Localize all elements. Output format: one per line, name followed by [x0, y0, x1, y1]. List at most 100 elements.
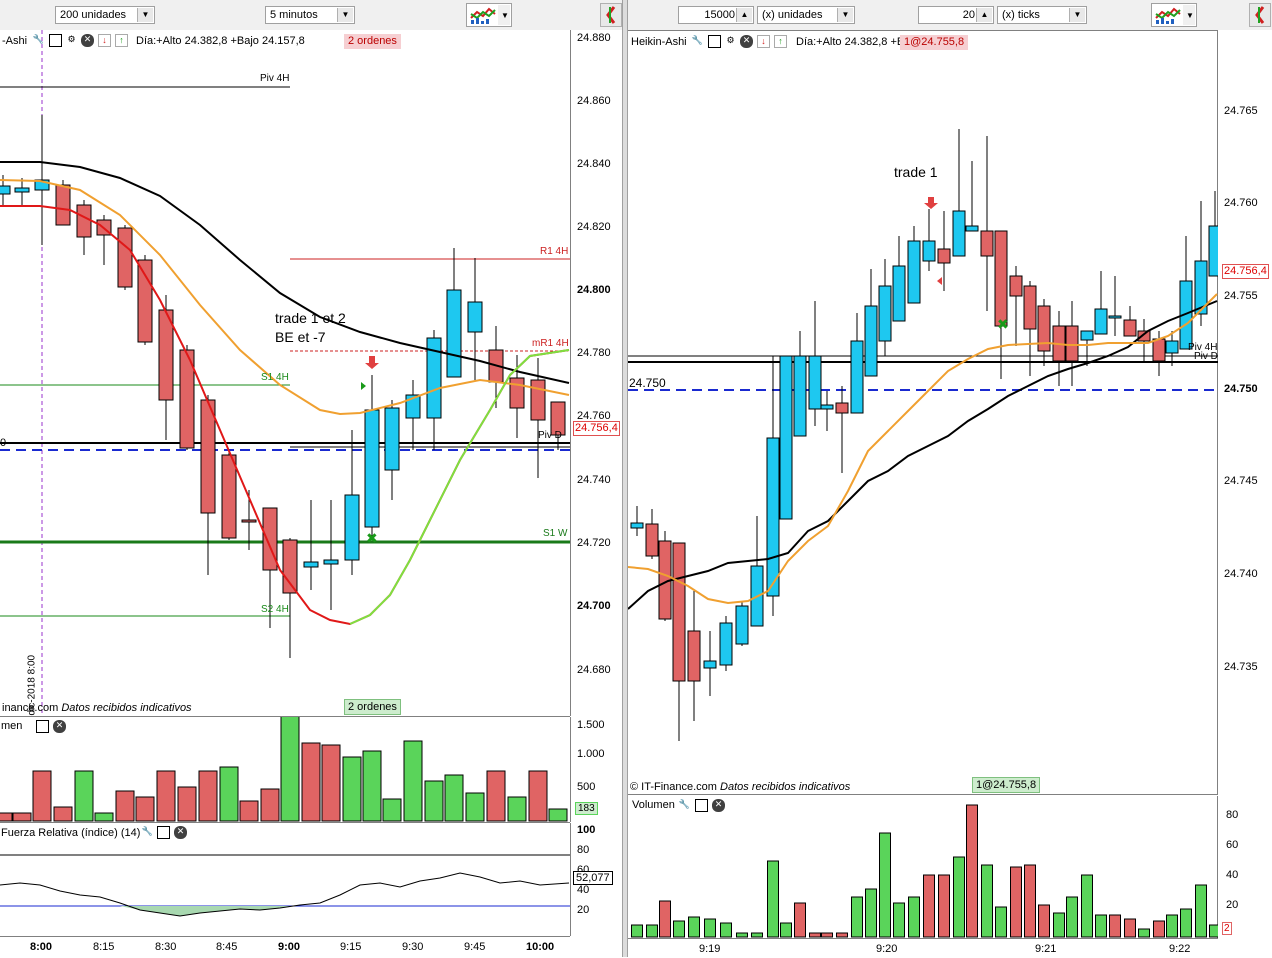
wrench-icon[interactable]: 🔧	[678, 799, 691, 809]
right-price-tick: 24.735	[1224, 661, 1258, 673]
arrow-up-icon[interactable]: ↑	[115, 34, 128, 47]
right-chart-style-button[interactable]: ▼	[1151, 3, 1197, 27]
candle	[779, 355, 793, 520]
gear-icon[interactable]: ⚙	[67, 34, 76, 44]
volume-bar	[32, 770, 52, 822]
left-price-tick: 24.760	[577, 410, 611, 422]
left-rsi-chart[interactable]: Fuerza Relativa (índice) (14) 🔧 ✕	[0, 823, 570, 936]
volume-bar	[301, 742, 321, 822]
right-chart-title: Heikin-Ashi	[631, 36, 687, 48]
left-price-svg: ✖ 0	[0, 30, 570, 716]
level-label-r1-4h: R1 4H	[540, 246, 569, 257]
left-price-chart[interactable]: ✖ 0 -Ashi 🔧 ⚙ ✕ ↓ ↑ Día:+Alto 24.382,8 +…	[0, 30, 570, 717]
volume-bar	[720, 922, 732, 938]
chevron-down-icon: ▼	[137, 8, 153, 22]
close-icon[interactable]: ✕	[712, 799, 725, 812]
left-panel-handle-icon[interactable]	[600, 3, 622, 27]
candle	[1009, 266, 1023, 346]
panel-divider[interactable]	[622, 0, 628, 957]
volume-bar	[659, 900, 671, 938]
maximize-icon[interactable]	[49, 34, 62, 47]
time-tick: 8:00	[30, 941, 53, 953]
right-footer: © IT-Finance.com Datos recibidos indicat…	[630, 781, 850, 793]
maximize-icon[interactable]	[157, 826, 170, 839]
left-price-axis[interactable]: 24.880 24.860 24.840 24.820 24.800 24.780 24.7…	[570, 30, 623, 716]
right-qty-input[interactable]: 15000 ▲	[678, 6, 754, 24]
right-ticks-unit-select[interactable]: (x) ticks ▼	[997, 6, 1087, 24]
arrow-down-icon[interactable]: ↓	[757, 35, 770, 48]
time-tick: 8:30	[155, 941, 177, 953]
stepper-icon[interactable]: ▲	[976, 8, 992, 22]
right-volume-svg	[631, 804, 1218, 938]
arrow-down-icon[interactable]: ↓	[98, 34, 111, 47]
volume-bar	[1195, 884, 1207, 938]
wrench-icon[interactable]: 🔧	[32, 34, 45, 44]
chart-style-icon: ▼	[1155, 5, 1195, 25]
time-tick: 9:15	[340, 941, 362, 953]
left-rsi-svg	[0, 854, 570, 917]
left-volume-tick: 1.500	[577, 719, 605, 731]
volume-bar	[673, 920, 685, 938]
right-volume-chart[interactable]: Volumen 🔧 ✕	[628, 796, 1218, 938]
candle	[303, 500, 319, 590]
left-timeframe-select[interactable]: 5 minutos ▼	[265, 6, 355, 24]
svg-text:0: 0	[0, 437, 6, 449]
close-icon[interactable]: ✕	[740, 35, 753, 48]
candle	[14, 178, 30, 205]
level-label-s2-4h: S2 4H	[261, 604, 289, 615]
wrench-icon[interactable]: 🔧	[691, 35, 704, 45]
left-volume-tick: 1.000	[577, 748, 605, 760]
left-chart-style-button[interactable]: ▼	[466, 3, 512, 27]
right-candles	[630, 129, 1218, 741]
chevron-down-icon: ▼	[837, 8, 853, 22]
arrow-up-icon[interactable]: ↑	[774, 35, 787, 48]
right-price-tick: 24.755	[1224, 290, 1258, 302]
time-tick: 9:21	[1035, 943, 1057, 955]
right-price-svg: ✖	[628, 129, 1218, 741]
close-icon[interactable]: ✕	[174, 826, 187, 839]
volume-bar	[966, 804, 978, 938]
trade-annotation-line2: BE et -7	[275, 329, 326, 345]
chevron-down-icon: ▼	[337, 8, 353, 22]
right-price-tick: 24.760	[1224, 197, 1258, 209]
stepper-icon[interactable]: ▲	[736, 8, 752, 22]
right-qty-unit-select[interactable]: (x) unidades ▼	[757, 6, 855, 24]
gear-icon[interactable]: ⚙	[726, 35, 735, 45]
right-price-chart[interactable]: ✖ Heikin-Ashi 🔧 ⚙ ✕ ↓ ↑ Día:+Alto 24.382…	[628, 30, 1218, 795]
volume-bar	[646, 924, 658, 938]
candle	[1094, 271, 1108, 335]
candle	[719, 616, 733, 671]
close-icon[interactable]: ✕	[81, 34, 94, 47]
close-icon[interactable]: ✕	[53, 720, 66, 733]
right-price-tick: 24.745	[1224, 475, 1258, 487]
maximize-icon[interactable]	[708, 35, 721, 48]
wrench-icon[interactable]: 🔧	[141, 826, 154, 836]
volume-bar	[1010, 866, 1022, 938]
left-price-tick: 24.680	[577, 664, 611, 676]
right-price-axis[interactable]: 24.765 24.760 24.755 24.750 24.745 24.740 24.7…	[1218, 30, 1272, 795]
left-orders-badge[interactable]: 2 ordenes	[344, 34, 401, 49]
left-volume-chart[interactable]: men ✕	[0, 717, 570, 823]
right-panel-handle-icon[interactable]	[1249, 3, 1271, 27]
volume-bar	[115, 790, 135, 822]
right-order-badge[interactable]: 1@24.755,8	[900, 35, 969, 50]
volume-bar	[528, 770, 548, 822]
volume-bar	[239, 800, 259, 822]
left-orders-badge-bottom[interactable]: 2 ordenes	[344, 699, 401, 715]
right-ticks-input[interactable]: 20 ▲	[918, 6, 994, 24]
maximize-icon[interactable]	[695, 799, 708, 812]
volume-bar	[794, 902, 806, 938]
candle	[820, 391, 834, 431]
level-label-piv4h: Piv 4H	[260, 73, 290, 84]
left-rsi-tick: 40	[577, 884, 590, 896]
time-tick: 8:15	[93, 941, 115, 953]
right-order-badge-bottom[interactable]: 1@24.755,8	[972, 777, 1041, 793]
candle	[907, 226, 921, 304]
volume-bar	[0, 812, 13, 822]
maximize-icon[interactable]	[36, 720, 49, 733]
left-units-select[interactable]: 200 unidades ▼	[55, 6, 155, 24]
volume-bar	[923, 874, 935, 938]
candle	[55, 180, 71, 226]
volume-bar	[1109, 914, 1121, 938]
candle	[364, 375, 380, 540]
